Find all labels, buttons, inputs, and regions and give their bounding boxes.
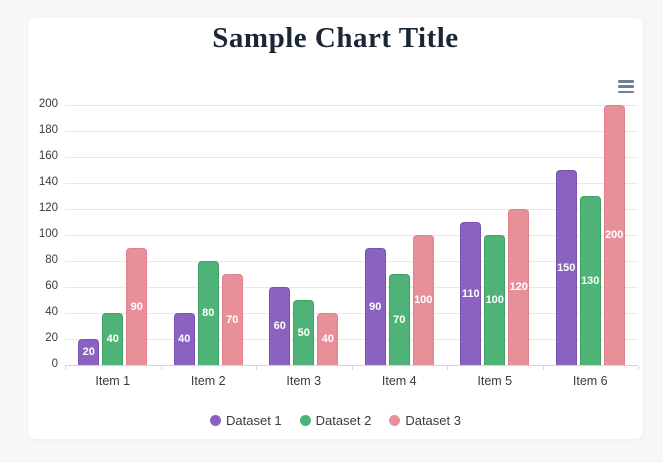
x-tick-mark: [351, 366, 353, 370]
bar-value-label: 20: [82, 346, 95, 358]
gridline-140: [65, 182, 638, 184]
bar-dataset-2-item-5[interactable]: 100: [484, 235, 506, 365]
legend-label: Dataset 2: [315, 412, 372, 428]
bar-dataset-3-item-6[interactable]: 200: [603, 105, 625, 365]
gridline-200: [65, 104, 638, 106]
bar-dataset-3-item-4[interactable]: 100: [412, 235, 434, 365]
plot-area: 20 40 90 40 80 70 60 50 40 90 70 100 110 100 120 150 130…: [65, 104, 639, 366]
legend-marker-icon: [299, 414, 311, 426]
bar-group-item-2: 40 80 70: [161, 105, 257, 365]
bar-value-label: 70: [226, 313, 239, 326]
x-tick-label-item-5: Item 5: [477, 374, 513, 388]
bar-value-label: 70: [393, 313, 406, 326]
y-tick-label-0: 0: [51, 358, 58, 370]
bar-dataset-3-item-2[interactable]: 70: [221, 274, 243, 365]
bar-value-label: 50: [297, 326, 310, 339]
bar-dataset-1-item-1[interactable]: 20: [78, 339, 100, 365]
y-tick-label-100: 100: [38, 228, 58, 240]
bar-value-label: 90: [130, 300, 143, 313]
gridline-180: [65, 130, 638, 132]
gridline-20: [65, 338, 638, 340]
bar-value-label: 100: [414, 294, 433, 306]
x-tick-label-item-1: Item 1: [95, 374, 131, 388]
y-tick-label-80: 80: [45, 254, 58, 266]
chart-title: Sample Chart Title: [212, 22, 459, 54]
x-tick-label-item-4: Item 4: [381, 374, 417, 388]
x-tick-label-item-3: Item 3: [286, 374, 322, 388]
gridline-40: [65, 312, 638, 314]
bar-value-label: 40: [321, 333, 334, 345]
bar-value-label: 80: [202, 307, 215, 319]
bar-dataset-2-item-3[interactable]: 50: [293, 300, 315, 365]
bar-dataset-3-item-1[interactable]: 90: [126, 248, 148, 365]
bar-group-item-4: 90 70 100: [352, 105, 448, 365]
x-tick-mark: [638, 366, 639, 370]
bar-dataset-3-item-5[interactable]: 120: [508, 209, 530, 365]
x-tick-mark: [256, 366, 257, 370]
bar-value-label: 90: [369, 300, 382, 313]
chart-card: Sample Chart Title 20 40 90 40 80 70 60 50 40 90 7…: [28, 18, 643, 439]
bar-dataset-1-item-3[interactable]: 60: [269, 287, 291, 365]
bar-value-label: 40: [106, 333, 119, 345]
gridline-120: [65, 208, 638, 210]
gridline-80: [65, 260, 638, 262]
y-tick-label-140: 140: [38, 176, 58, 188]
hamburger-line: [618, 90, 634, 93]
x-tick-mark: [542, 366, 544, 370]
bar-dataset-1-item-4[interactable]: 90: [364, 248, 386, 365]
hamburger-line: [618, 85, 634, 88]
bar-value-label: 110: [461, 287, 480, 300]
y-tick-label-180: 180: [38, 124, 58, 136]
bar-value-label: 130: [581, 274, 600, 287]
legend-marker-icon: [389, 414, 401, 426]
hamburger-line: [618, 80, 634, 83]
legend-label: Dataset 3: [405, 412, 461, 428]
bar-value-label: 40: [178, 333, 191, 345]
bar-group-item-3: 60 50 40: [256, 105, 352, 365]
bar-dataset-1-item-6[interactable]: 150: [555, 170, 577, 365]
legend-item-dataset-3[interactable]: Dataset 3: [389, 413, 461, 428]
gridline-160: [65, 156, 638, 158]
bar-value-label: 120: [509, 281, 528, 293]
legend-item-dataset-1[interactable]: Dataset 1: [210, 413, 282, 428]
y-tick-label-160: 160: [38, 150, 58, 162]
hamburger-menu-icon[interactable]: [615, 78, 637, 95]
bar-dataset-3-item-3[interactable]: 40: [317, 313, 339, 365]
gridline-100: [65, 234, 638, 236]
bar-group-item-1: 20 40 90: [65, 105, 161, 365]
bar-group-item-6: 150 130 200: [543, 105, 639, 365]
chart-legend: Dataset 1 Dataset 2 Dataset 3: [28, 411, 643, 429]
bar-value-label: 150: [557, 261, 576, 274]
x-tick-mark: [447, 366, 448, 370]
y-tick-label-120: 120: [38, 202, 58, 214]
x-tick-mark: [65, 366, 66, 370]
legend-marker-icon: [210, 414, 222, 426]
bar-dataset-2-item-1[interactable]: 40: [102, 313, 124, 365]
y-tick-label-40: 40: [45, 306, 58, 318]
bar-value-label: 60: [273, 320, 286, 332]
y-tick-label-20: 20: [45, 332, 58, 344]
bar-dataset-1-item-5[interactable]: 110: [460, 222, 482, 365]
gridline-60: [65, 286, 638, 288]
x-tick-mark: [160, 366, 162, 370]
bar-value-label: 200: [605, 229, 624, 241]
y-tick-label-60: 60: [45, 280, 58, 292]
bar-group-item-5: 110 100 120: [447, 105, 543, 365]
legend-label: Dataset 1: [226, 412, 282, 428]
bar-dataset-2-item-2[interactable]: 80: [197, 261, 219, 365]
legend-item-dataset-2[interactable]: Dataset 2: [299, 412, 372, 428]
y-tick-label-200: 200: [38, 98, 58, 110]
bar-dataset-1-item-2[interactable]: 40: [173, 313, 195, 365]
x-tick-label-item-6: Item 6: [572, 374, 608, 388]
bar-value-label: 100: [485, 294, 504, 306]
bar-dataset-2-item-6[interactable]: 130: [579, 196, 601, 365]
x-tick-label-item-2: Item 2: [190, 374, 226, 388]
bar-dataset-2-item-4[interactable]: 70: [388, 274, 410, 365]
